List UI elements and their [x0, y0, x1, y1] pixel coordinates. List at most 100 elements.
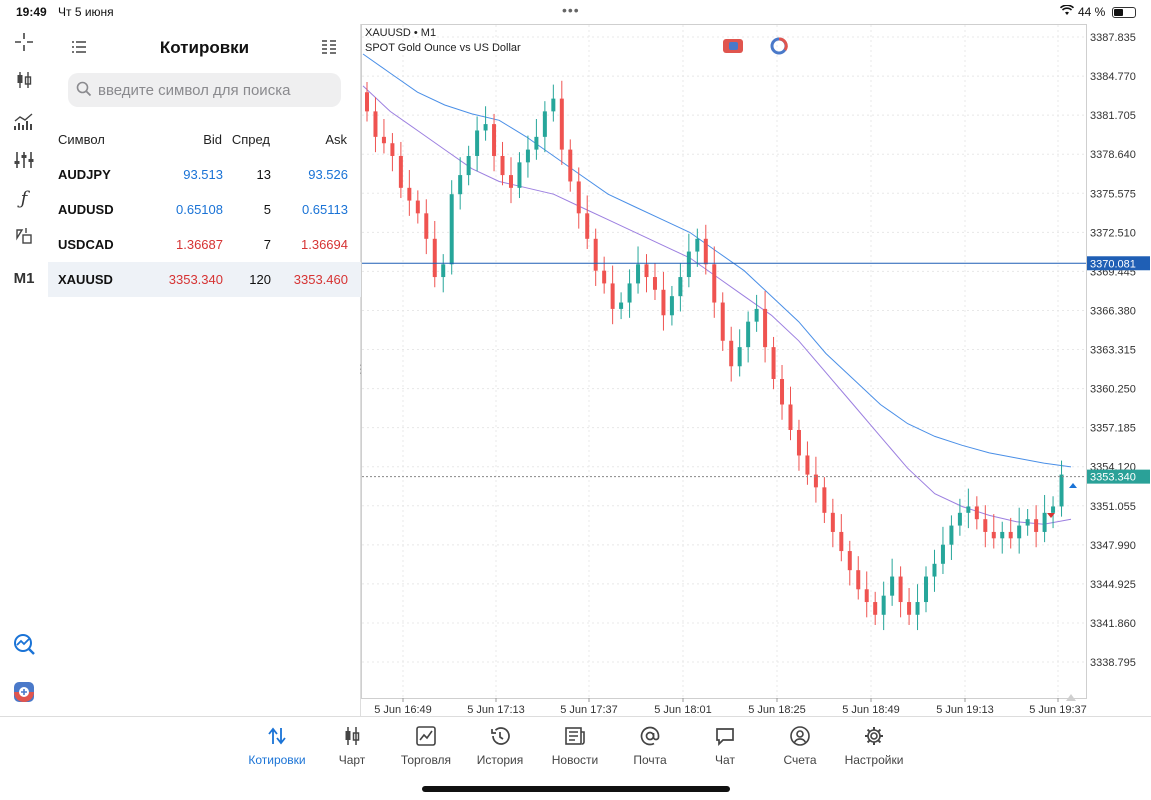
y-tick-label: 3375.575 [1090, 188, 1136, 200]
tab-candles[interactable]: Чарт [315, 725, 389, 767]
tab-label: Новости [551, 753, 599, 767]
quote-bid: 3353.340 [168, 272, 223, 287]
depth-of-market-accent [778, 37, 788, 51]
tab-label: Почта [633, 753, 667, 767]
candle-body [915, 602, 920, 615]
quote-ask: 3353.460 [293, 272, 348, 287]
candle-body [822, 487, 827, 513]
candle-body [373, 111, 378, 137]
search-input[interactable] [98, 73, 336, 107]
column-bid[interactable]: Bid [203, 132, 222, 147]
candle-body [771, 347, 776, 380]
candle-body [449, 194, 454, 265]
candle-body [780, 379, 785, 405]
tab-history[interactable]: История [463, 725, 537, 767]
search-box [68, 73, 341, 107]
price-chart[interactable]: 3387.835 3384.770 3381.705 3378.640 3375.575… [361, 24, 1151, 716]
candle-body [754, 308, 759, 322]
quote-symbol: AUDUSD [58, 202, 114, 217]
home-indicator[interactable] [422, 786, 730, 792]
quote-row-audusd[interactable]: AUDUSD 0.65108 5 0.65113 [48, 192, 361, 227]
candle-body [847, 551, 852, 571]
candle-body [1042, 512, 1047, 532]
candle-body [966, 506, 971, 513]
scroll-end-icon [1066, 694, 1076, 701]
tab-trade-chart[interactable]: Торговля [389, 725, 463, 767]
column-symbol[interactable]: Символ [58, 132, 105, 147]
chart-type-candles-icon[interactable] [8, 66, 40, 94]
timeframe-button[interactable]: M1 [13, 269, 35, 287]
candle-body [559, 98, 564, 150]
candle-body [991, 531, 996, 539]
candle-body [898, 576, 903, 603]
candle-body [940, 544, 945, 564]
candle-body [737, 347, 742, 367]
current-price-badge [1087, 469, 1150, 484]
candle-body [585, 213, 590, 239]
level-price-badge [1087, 256, 1150, 271]
one-click-trading-icon[interactable] [8, 678, 40, 706]
candle-body [763, 308, 768, 348]
candle-body [729, 340, 734, 367]
column-ask[interactable]: Ask [325, 132, 347, 147]
y-tick-label: 3381.705 [1090, 110, 1136, 122]
quote-row-xauusd[interactable]: XAUUSD 3353.340 120 3353.460 [48, 262, 361, 297]
candle-body [695, 238, 700, 252]
candle-body [932, 563, 937, 577]
quote-spread: 5 [263, 202, 271, 217]
quote-bid: 93.513 [183, 167, 223, 182]
candle-body [1051, 506, 1056, 513]
candle-body [924, 576, 929, 603]
tab-account[interactable]: Счета [763, 725, 837, 767]
trade-chart-icon [389, 725, 463, 747]
quote-symbol: XAUUSD [58, 272, 113, 287]
y-tick-label: 3363.315 [1090, 345, 1136, 357]
tab-chat[interactable]: Чат [688, 725, 762, 767]
objects-icon[interactable] [8, 222, 40, 250]
tab-news[interactable]: Новости [538, 725, 612, 767]
status-date: Чт 5 июня [58, 5, 114, 19]
function-icon[interactable]: ƒ [20, 187, 28, 209]
candles-icon [315, 725, 389, 747]
column-spread[interactable]: Спред [231, 132, 270, 147]
candle-body [627, 283, 632, 303]
quote-ask: 0.65113 [301, 202, 348, 217]
chart-area[interactable]: 3387.835 3384.770 3381.705 3378.640 3375.575… [361, 24, 1151, 716]
candle-body [602, 270, 607, 284]
arrows-updown-icon [240, 725, 314, 747]
candle-body [483, 124, 488, 131]
settings-sliders-icon[interactable] [8, 146, 40, 174]
candle-body [720, 302, 725, 341]
y-tick-label: 3384.770 [1090, 71, 1136, 83]
quote-row-audjpy[interactable]: AUDJPY 93.513 13 93.526 [48, 157, 361, 192]
tab-mail-at[interactable]: Почта [613, 725, 687, 767]
news-icon [538, 725, 612, 747]
candle-body [525, 149, 530, 163]
quote-ask: 1.36694 [301, 237, 348, 252]
candle-body [517, 162, 522, 188]
battery-icon [1112, 7, 1136, 18]
indicators-icon[interactable] [8, 108, 40, 136]
trade-analytics-icon[interactable] [8, 630, 40, 658]
tab-settings-gear[interactable]: Настройки [837, 725, 911, 767]
candle-body [424, 213, 429, 239]
y-tick-label: 3360.250 [1090, 384, 1136, 396]
tab-arrows-updown[interactable]: Котировки [240, 725, 314, 767]
quote-row-usdcad[interactable]: USDCAD 1.36687 7 1.36694 [48, 227, 361, 262]
multitask-dots-icon[interactable]: ••• [562, 2, 580, 18]
tab-label: Чат [715, 753, 735, 767]
list-view-icon[interactable] [70, 38, 90, 58]
x-tick-label: 5 Jun 19:13 [936, 704, 994, 716]
candle-body [949, 525, 954, 545]
candle-body [746, 321, 751, 348]
quote-spread: 7 [263, 237, 271, 252]
crosshair-icon[interactable] [8, 28, 40, 56]
candle-body [475, 130, 480, 156]
x-tick-label: 5 Jun 18:25 [748, 704, 806, 716]
candle-body [500, 155, 505, 176]
candle-body [983, 519, 988, 532]
level-price-label: 3370.081 [1090, 258, 1136, 270]
chart-title: XAUUSD • M1 [365, 27, 437, 39]
detailed-view-icon[interactable] [320, 38, 340, 58]
candle-body [788, 404, 793, 430]
